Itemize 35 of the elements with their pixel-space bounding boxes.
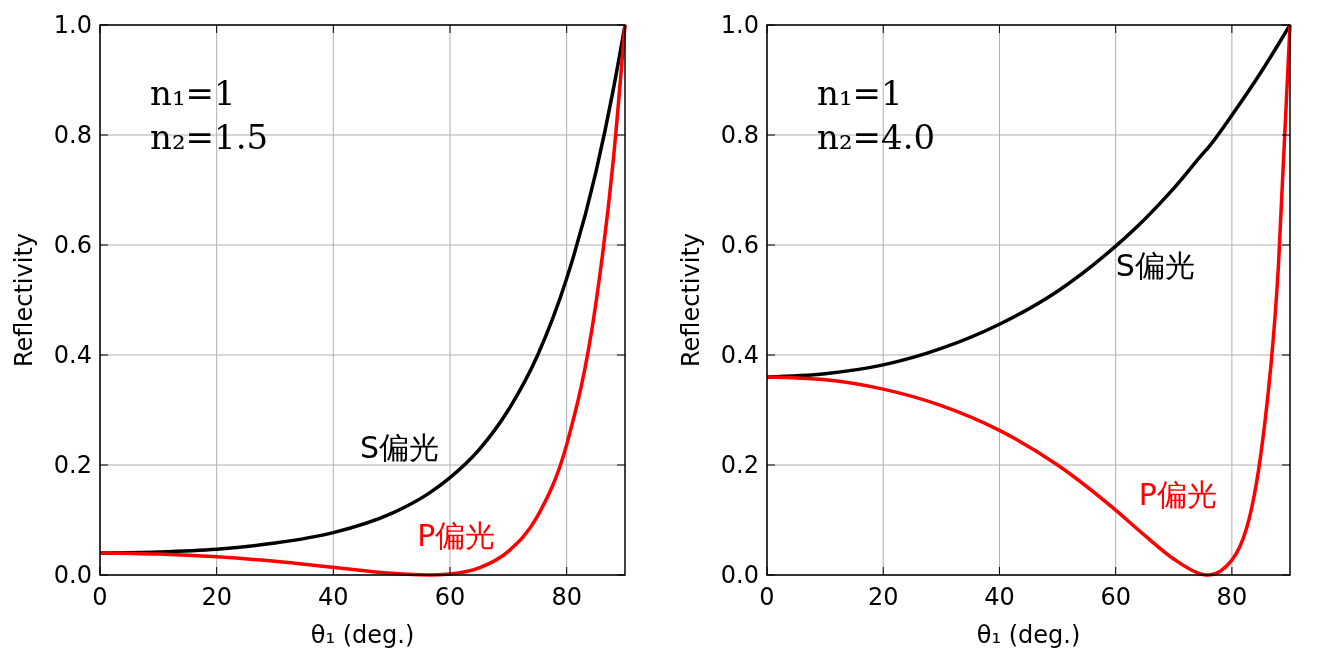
series-label: P偏光 [417,517,496,553]
annotation: n₂=4.0 [817,117,936,157]
y-tick-label: 1.0 [720,11,759,40]
x-tick-label: 60 [434,583,466,611]
y-axis-title: Reflectivity [677,232,705,368]
x-tick-label: 80 [1216,583,1248,611]
x-axis-title: θ₁ (deg.) [976,621,1081,649]
y-tick-label: 0.4 [720,341,759,370]
y-tick-label: 0.6 [720,231,759,260]
y-tick-label: 0.4 [53,341,92,370]
y-tick-label: 0.2 [53,451,92,480]
x-tick-label: 0 [759,583,775,611]
x-axis-title: θ₁ (deg.) [310,621,415,649]
y-tick-label: 0.6 [53,231,92,260]
y-tick-label: 0.2 [720,451,759,480]
x-tick-label: 40 [984,583,1015,611]
x-tick-label: 0 [92,583,108,611]
series-label: S偏光 [360,429,440,465]
y-tick-label: 0.8 [720,121,759,150]
x-tick-label: 40 [318,583,349,611]
series-label: S偏光 [1115,248,1195,284]
x-tick-label: 20 [201,583,232,611]
annotation: n₁=1 [817,73,903,113]
x-tick-label: 60 [1100,583,1131,611]
x-tick-label: 80 [551,583,582,611]
annotation: n₂=1.5 [150,117,269,157]
x-tick-label: 20 [867,583,899,611]
annotation: n₁=1 [150,73,236,113]
y-axis-title: Reflectivity [10,232,38,368]
line-series [765,23,1292,577]
y-tick-label: 1.0 [53,11,92,40]
y-tick-label: 0.8 [53,121,92,150]
series-label: P偏光 [1138,477,1217,512]
y-tick-label: 0.0 [53,561,92,590]
y-tick-label: 0.0 [720,561,759,590]
